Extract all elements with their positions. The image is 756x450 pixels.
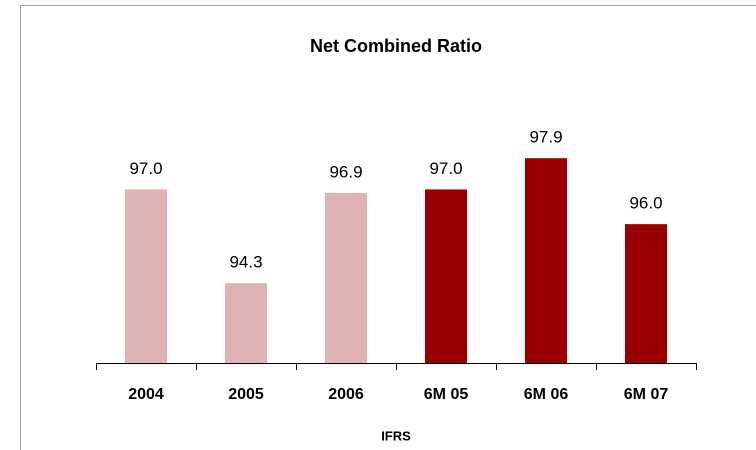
data-label: 94.3 — [229, 253, 262, 272]
x-tick-label: 2005 — [228, 386, 264, 403]
data-label: 97.9 — [529, 128, 562, 147]
bar — [425, 189, 467, 363]
bar — [625, 224, 667, 363]
x-tick-label: 6M 05 — [424, 386, 469, 403]
data-label: 97.0 — [429, 159, 462, 178]
bar — [125, 189, 167, 363]
x-tick-label: 2006 — [328, 386, 364, 403]
x-tick-label: 2004 — [128, 386, 164, 403]
data-label: 97.0 — [129, 159, 162, 178]
x-tick-label: 6M 07 — [624, 386, 669, 403]
bar — [325, 192, 367, 363]
x-axis-label: IFRS — [381, 428, 411, 443]
data-label: 96.0 — [629, 194, 662, 213]
x-tick-label: 6M 06 — [524, 386, 569, 403]
chart-title: Net Combined Ratio — [310, 36, 482, 56]
data-label: 96.9 — [329, 162, 362, 181]
bar — [225, 283, 267, 363]
bar — [525, 158, 567, 363]
